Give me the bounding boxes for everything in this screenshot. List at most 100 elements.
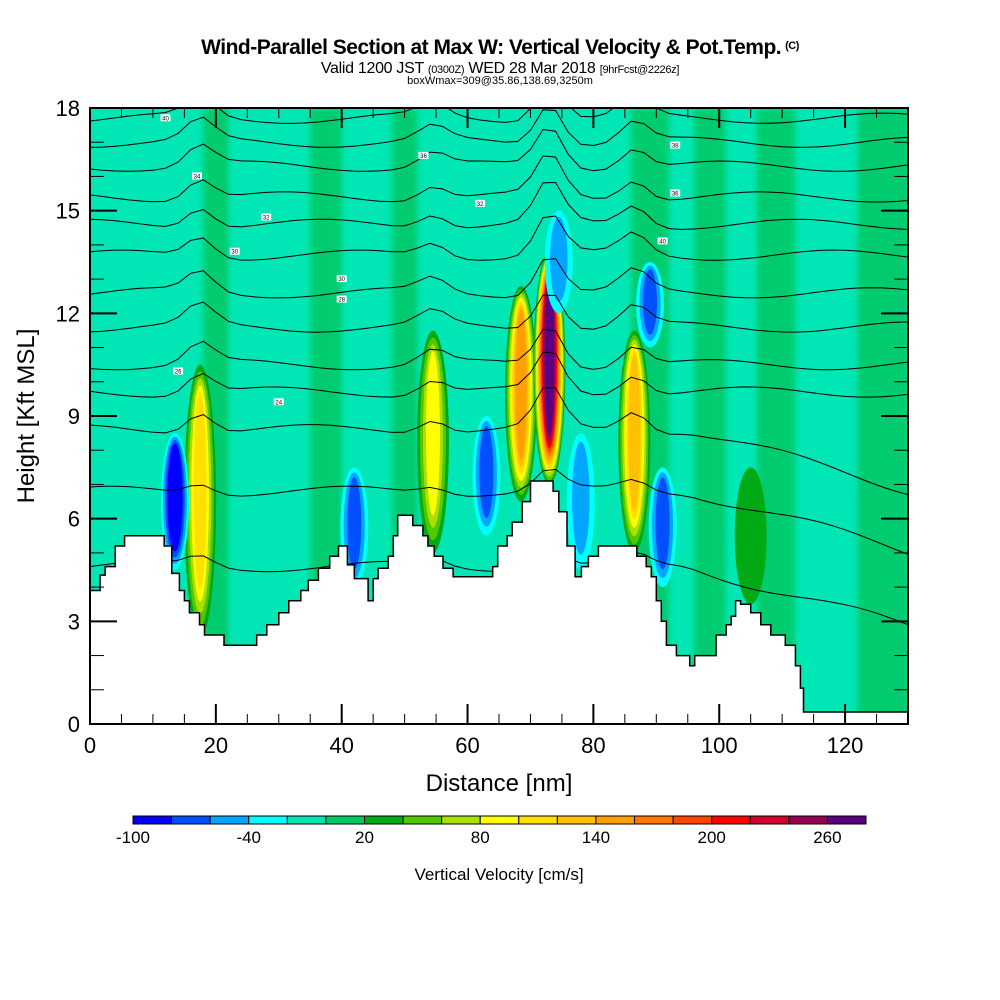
x-axis-title: Distance [nm] [426, 770, 573, 797]
contour-label: 26 [175, 370, 182, 376]
contour-label: 36 [672, 192, 679, 198]
w-level--100 [169, 446, 181, 546]
colorbar-title: Vertical Velocity [cm/s] [414, 865, 583, 884]
x-tick-label: 120 [827, 733, 864, 758]
theta-contour-1 [90, 468, 908, 555]
theta-contours: 24 26 28 30 30 32 32 34 36 36 38 40 40 [90, 108, 908, 626]
theta-contour-8 [90, 181, 908, 230]
theta-contour-11 [90, 109, 908, 148]
colorbar-segment-80 [479, 815, 520, 825]
y-tick-label: 12 [56, 301, 80, 326]
theta-contour-5 [90, 294, 908, 333]
colorbar-segment-60 [441, 815, 481, 825]
forecast-info: [9hrFcst@2226z] [599, 64, 680, 76]
colorbar-segment-20 [363, 815, 404, 825]
chart-subtitle: Valid 1200 JST (0300Z) WED 28 Mar 2018 [… [0, 60, 1000, 78]
w-level-120 [628, 353, 641, 512]
contour-label-bg [229, 247, 240, 255]
colorbar-segment-260 [826, 815, 867, 825]
contour-label-bg [173, 367, 184, 375]
downdraft-11 [648, 467, 677, 588]
x-tick-label: 40 [329, 733, 353, 758]
contour-label: 24 [275, 400, 282, 406]
w-level--40 [572, 441, 590, 555]
colorbar-tick-label: 20 [355, 828, 374, 847]
theta-contour-7 [90, 215, 908, 261]
colorbar-tick-label: -100 [116, 828, 150, 847]
contour-label-bg [670, 189, 681, 197]
w-level--40 [550, 217, 568, 302]
valid-utc: (0300Z) [427, 64, 465, 76]
y-tick-label: 9 [68, 404, 80, 429]
colorbar-segment--100 [132, 815, 173, 825]
colorbar-tick-label: 80 [471, 828, 490, 847]
contour-label: 40 [659, 239, 666, 245]
colorbar-segment--80 [171, 815, 211, 825]
downdraft-1 [160, 433, 189, 570]
y-axis-title: Height [Kft MSL] [13, 329, 40, 504]
y-tick-label: 3 [68, 609, 80, 634]
valid-date: WED 28 Mar 2018 [468, 60, 596, 77]
theta-contour-12 [90, 108, 908, 124]
x-tick-label: 20 [204, 733, 228, 758]
colorbar-segment-200 [711, 815, 751, 825]
theta-contour-2 [90, 387, 908, 496]
colorbar-segment--40 [248, 815, 288, 825]
contour-label-bg [336, 295, 347, 303]
colorbar-segment-160 [634, 815, 674, 825]
contour-label-bg [191, 172, 202, 180]
w-level--60 [479, 425, 494, 518]
w-level--60 [347, 477, 362, 570]
title-text: Wind-Parallel Section at Max W: Vertical… [201, 36, 782, 59]
contour-label-bg [418, 151, 429, 159]
chart-title: Wind-Parallel Section at Max W: Vertical… [0, 36, 1000, 60]
x-tick-label: 100 [701, 733, 738, 758]
box-info: boxWmax=309@35.86,138.69,3250m [407, 75, 593, 87]
contour-label-bg [261, 213, 272, 221]
contour-label: 28 [338, 298, 345, 304]
w-level-80 [425, 351, 440, 516]
contour-label-bg [273, 398, 284, 406]
contour-label: 36 [420, 154, 427, 160]
colorbar-segment--60 [209, 815, 250, 825]
colorbar-tick-label: 260 [813, 828, 841, 847]
contour-label-bg [475, 199, 486, 207]
downdraft-7 [544, 210, 573, 314]
contour-label-bg [670, 141, 681, 149]
terrain [90, 480, 908, 724]
updraft-0 [184, 364, 217, 639]
x-tick-label: 0 [84, 733, 96, 758]
contour-label: 40 [162, 116, 169, 122]
downdraft-8 [566, 433, 595, 570]
w-level-100 [193, 392, 207, 590]
contour-label: 30 [338, 277, 345, 283]
colorbar-segment-100 [518, 815, 558, 825]
colorbar-segment--20 [286, 815, 327, 825]
contour-label: 30 [231, 250, 238, 256]
theta-contour-3 [90, 351, 908, 398]
contour-label-bg [657, 237, 668, 245]
updraft-5 [505, 285, 538, 502]
x-tick-label: 60 [455, 733, 479, 758]
theta-contour-10 [90, 128, 908, 172]
contour-label: 32 [477, 202, 484, 208]
colorbar-tick-label: -40 [236, 828, 261, 847]
w-level--60 [655, 477, 670, 570]
plot-area: 24 26 28 30 30 32 32 34 36 36 38 40 40 [90, 108, 908, 724]
theta-contour-6 [90, 258, 908, 299]
y-tick-label: 0 [68, 712, 80, 737]
downdraft-4 [472, 416, 501, 536]
colorbar-segment-220 [749, 815, 790, 825]
w-level--60 [643, 269, 658, 335]
colorbar-segment-120 [556, 815, 597, 825]
w-level-20 [734, 467, 767, 605]
contour-label: 32 [263, 216, 270, 222]
downdraft-10 [636, 262, 665, 348]
contour-label: 34 [194, 174, 201, 180]
copyright-mark: (C) [785, 40, 799, 52]
y-tick-label: 18 [56, 96, 80, 121]
updraft-12 [734, 467, 767, 605]
colorbar: -100 -40 20 80 140 200 260 [116, 815, 867, 847]
